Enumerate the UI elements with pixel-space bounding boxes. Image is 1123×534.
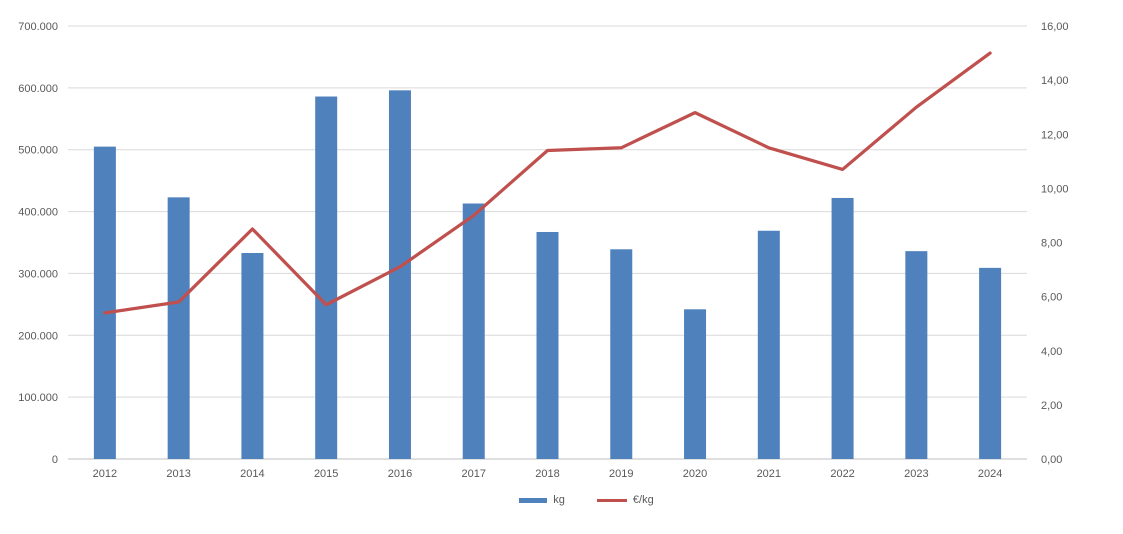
right-axis-tick-label: 14,00 xyxy=(1041,75,1069,87)
eur-per-kg-line xyxy=(103,51,992,315)
right-axis-tick-label: 0,00 xyxy=(1041,454,1062,466)
bar-2014 xyxy=(241,253,264,459)
x-axis-label-2015: 2015 xyxy=(314,468,338,480)
left-axis-tick-label: 200.000 xyxy=(18,330,58,342)
bar-2013 xyxy=(167,197,190,459)
bar-2019 xyxy=(610,249,633,459)
x-axis-label-2014: 2014 xyxy=(240,468,264,480)
x-axis-label-2023: 2023 xyxy=(904,468,928,480)
legend-item-kg: kg xyxy=(519,495,565,506)
x-axis-label-2018: 2018 xyxy=(535,468,559,480)
left-axis-tick-label: 300.000 xyxy=(18,268,58,280)
right-axis-tick-label: 2,00 xyxy=(1041,400,1062,412)
x-axis-label-2021: 2021 xyxy=(757,468,781,480)
bar-2021 xyxy=(757,230,780,459)
left-axis-tick-label: 500.000 xyxy=(18,145,58,157)
right-axis-tick-label: 8,00 xyxy=(1041,238,1062,250)
left-axis-tick-label: 0 xyxy=(52,454,58,466)
bar-2018 xyxy=(536,231,559,459)
chart-legend: kg €/kg xyxy=(0,495,1123,506)
x-axis-label-2012: 2012 xyxy=(93,468,117,480)
legend-label-kg: kg xyxy=(553,494,565,506)
right-axis-tick-label: 16,00 xyxy=(1041,21,1069,33)
x-axis-label-2017: 2017 xyxy=(461,468,485,480)
legend-item-eur-per-kg: €/kg xyxy=(596,494,654,506)
bar-2024 xyxy=(979,267,1002,459)
bar-2020 xyxy=(684,309,707,459)
x-axis-label-2016: 2016 xyxy=(388,468,412,480)
left-axis-tick-label: 600.000 xyxy=(18,83,58,95)
legend-label-eur-per-kg: €/kg xyxy=(632,494,654,506)
left-axis-tick-label: 400.000 xyxy=(18,207,58,219)
bar-2017 xyxy=(462,203,485,459)
x-axis-label-2020: 2020 xyxy=(683,468,707,480)
x-axis-label-2024: 2024 xyxy=(978,468,1002,480)
right-axis-tick-label: 4,00 xyxy=(1041,346,1062,358)
right-axis-tick-label: 12,00 xyxy=(1041,129,1069,141)
left-axis-tick-label: 700.000 xyxy=(18,21,58,33)
left-axis-tick-label: 100.000 xyxy=(18,392,58,404)
x-axis-label-2013: 2013 xyxy=(166,468,190,480)
right-axis-tick-label: 6,00 xyxy=(1041,292,1062,304)
kg-series-swatch-icon xyxy=(519,498,548,503)
eur-per-kg-series-swatch-icon xyxy=(596,499,627,502)
bar-2022 xyxy=(831,197,854,459)
x-axis-label-2022: 2022 xyxy=(830,468,854,480)
x-axis-label-2019: 2019 xyxy=(609,468,633,480)
bar-2023 xyxy=(905,251,928,459)
bar-2012 xyxy=(93,146,116,459)
bar-2016 xyxy=(388,90,411,460)
bar-2015 xyxy=(315,96,338,459)
right-axis-tick-label: 10,00 xyxy=(1041,183,1069,195)
